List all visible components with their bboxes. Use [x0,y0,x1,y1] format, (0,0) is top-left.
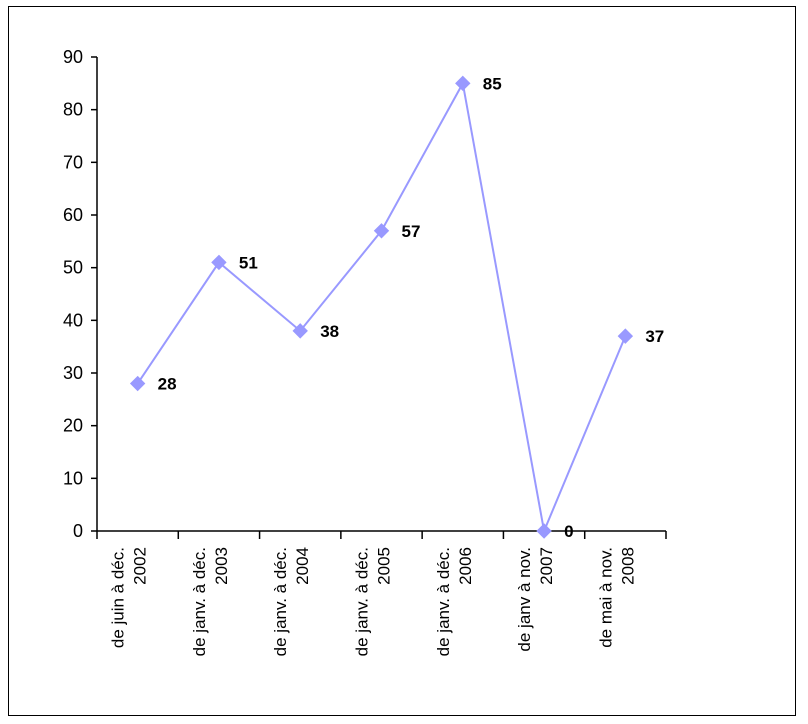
x-category-label: de janv. à déc. 2005 [353,547,394,656]
x-category-label: de janv à nov. 2007 [515,547,556,652]
y-tick-label: 70 [63,152,83,172]
y-tick-label: 90 [63,47,83,67]
data-label: 28 [158,375,177,394]
data-point-marker [536,523,552,539]
y-tick-label: 10 [63,468,83,488]
x-category-label: de mai à nov. 2008 [596,547,637,648]
y-tick-label: 40 [63,310,83,330]
data-point-marker [129,375,146,392]
data-point-marker [292,323,308,339]
y-tick-label: 60 [63,205,83,225]
data-point-marker [373,223,390,239]
series-line [136,80,627,535]
data-label: 37 [645,327,664,346]
y-tick-label: 0 [73,521,83,541]
x-category-label: de janv. à déc. 2006 [434,547,475,656]
x-category-label: de juin à déc. 2002 [109,547,150,648]
data-label: 0 [564,522,573,541]
data-point-marker [211,254,227,271]
data-label: 57 [402,222,421,241]
chart-frame [8,6,796,716]
x-category-label: de janv. à déc. 2004 [271,547,312,656]
data-label: 85 [483,74,502,93]
y-tick-label: 80 [63,100,83,120]
y-tick-label: 30 [63,363,83,383]
y-tick-label: 50 [63,258,83,278]
data-point-marker [455,75,471,92]
x-category-label: de janv. à déc. 2003 [190,547,231,656]
data-label: 38 [320,322,339,341]
data-label: 51 [239,253,258,272]
y-tick-label: 20 [63,416,83,436]
data-point-marker [617,328,634,344]
